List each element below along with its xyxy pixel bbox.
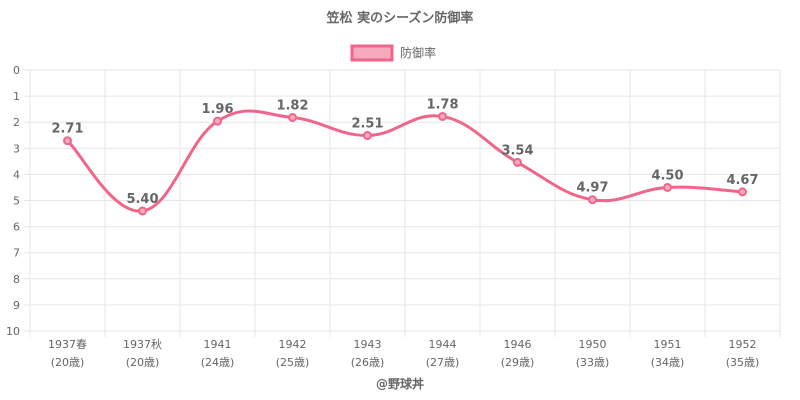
data-label: 2.71 bbox=[51, 122, 83, 137]
x-tick-label: 1946 bbox=[504, 338, 532, 351]
legend-label: 防御率 bbox=[400, 45, 436, 60]
x-tick-label: 1943 bbox=[354, 338, 382, 351]
x-tick-label: (33歳) bbox=[576, 356, 610, 369]
data-point[interactable] bbox=[588, 195, 597, 205]
y-tick-label: 4 bbox=[13, 168, 20, 181]
x-tick-label: (26歳) bbox=[351, 356, 385, 369]
x-tick-label: (25歳) bbox=[276, 356, 310, 369]
data-label: 2.51 bbox=[351, 117, 383, 132]
legend-swatch bbox=[350, 44, 394, 62]
x-tick-label: 1952 bbox=[729, 338, 757, 351]
chart-title: 笠松 実のシーズン防御率 bbox=[326, 10, 474, 26]
data-label: 1.96 bbox=[201, 102, 233, 117]
data-label: 4.67 bbox=[726, 173, 758, 188]
data-point[interactable] bbox=[363, 131, 372, 141]
data-label: 1.82 bbox=[276, 99, 308, 114]
x-tick-label: (35歳) bbox=[726, 356, 760, 369]
x-tick-label: 1937春 bbox=[48, 338, 87, 351]
x-tick-label: 1951 bbox=[654, 338, 682, 351]
x-tick-label: 1950 bbox=[579, 338, 607, 351]
data-label: 4.50 bbox=[651, 168, 683, 183]
credit-text: @野球丼 bbox=[376, 376, 424, 391]
y-tick-label: 5 bbox=[13, 195, 20, 208]
data-point[interactable] bbox=[663, 182, 672, 192]
data-point[interactable] bbox=[738, 187, 747, 197]
x-tick-label: 1942 bbox=[279, 338, 307, 351]
data-label: 3.54 bbox=[501, 143, 533, 158]
legend[interactable]: 防御率 bbox=[350, 44, 436, 62]
y-tick-label: 9 bbox=[13, 299, 20, 312]
y-tick-label: 8 bbox=[13, 273, 20, 286]
data-point[interactable] bbox=[288, 113, 297, 123]
y-tick-label: 0 bbox=[13, 64, 20, 77]
y-tick-label: 3 bbox=[13, 142, 20, 155]
x-axis: 1937春 (20歳) 1937秋 (20歳) 1941 (24歳) 1942 (25歳) 19… bbox=[48, 337, 759, 369]
x-tick-label: (27歳) bbox=[426, 356, 460, 369]
y-tick-label: 10 bbox=[6, 325, 20, 338]
x-tick-label: (20歳) bbox=[126, 356, 160, 369]
data-point[interactable] bbox=[213, 116, 222, 126]
x-tick-label: (20歳) bbox=[51, 356, 85, 369]
y-tick-label: 2 bbox=[13, 116, 20, 129]
data-labels: 2.71 5.40 1.96 1.82 2.51 1.78 3.54 4.97 4.50 4.67 bbox=[51, 97, 758, 206]
y-tick-label: 1 bbox=[13, 90, 20, 103]
data-label: 4.97 bbox=[576, 181, 608, 196]
data-point[interactable] bbox=[513, 157, 522, 167]
y-tick-label: 7 bbox=[13, 247, 20, 260]
data-label: 5.40 bbox=[126, 192, 158, 207]
x-tick-label: (29歳) bbox=[501, 356, 535, 369]
y-tick-label: 6 bbox=[13, 221, 20, 234]
grid bbox=[24, 69, 781, 337]
x-tick-label: (24歳) bbox=[201, 356, 235, 369]
data-points[interactable] bbox=[63, 111, 747, 216]
data-point[interactable] bbox=[63, 136, 72, 146]
data-point[interactable] bbox=[138, 206, 147, 216]
series-line bbox=[66, 109, 743, 213]
x-tick-label: (34歳) bbox=[651, 356, 685, 369]
x-tick-label: 1937秋 bbox=[123, 337, 162, 351]
x-tick-label: 1944 bbox=[429, 338, 457, 351]
y-axis: 0 1 2 3 4 5 6 7 8 9 10 bbox=[6, 64, 20, 338]
x-tick-label: 1941 bbox=[204, 338, 232, 351]
data-point[interactable] bbox=[438, 111, 447, 121]
data-label: 1.78 bbox=[426, 97, 458, 112]
